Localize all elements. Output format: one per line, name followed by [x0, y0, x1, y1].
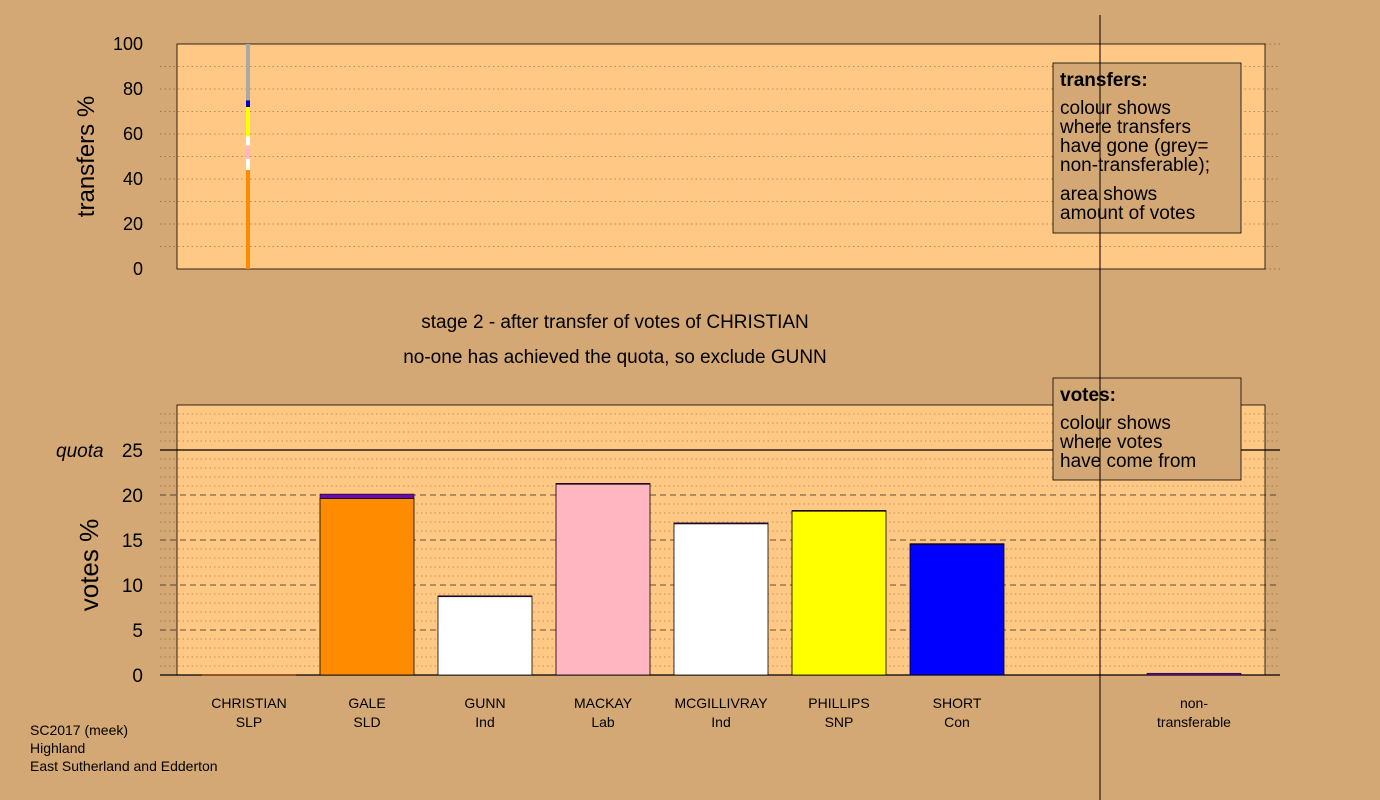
stage-caption: stage 2 - after transfer of votes of CHR… — [421, 312, 809, 333]
status-caption: no-one has achieved the quota, so exclud… — [403, 347, 827, 368]
transfer-segment-phillips — [246, 122, 250, 137]
votes-tick-label: 0 — [132, 666, 143, 687]
votes-tick-label: 15 — [122, 531, 143, 552]
transfers-plot: 0 20 40 60 80 100 transfers % transfers: colour … — [73, 34, 1280, 279]
transfers-tick-label: 60 — [123, 124, 143, 144]
candidate-party-label: SLD — [353, 714, 380, 730]
bar-mcgillivray — [673, 523, 769, 676]
transfer-segment-phillips — [246, 107, 250, 123]
non-transferable-label: non- — [1180, 695, 1208, 711]
bar-transfer-mcgillivray — [673, 522, 769, 525]
transfer-segment-mackay — [246, 145, 250, 159]
candidate-name-label: GUNN — [464, 695, 505, 711]
transfer-segment-non-transferable — [246, 44, 250, 101]
votes-legend-title: votes: — [1060, 385, 1116, 406]
votes-legend-text: where votes — [1059, 432, 1162, 453]
transfers-legend-text: amount of votes — [1060, 203, 1195, 224]
votes-tick-label: 5 — [132, 621, 143, 642]
transfer-segment-gale — [246, 170, 250, 269]
bar-non-transferable — [1146, 672, 1242, 676]
candidate-party-label: Ind — [711, 714, 730, 730]
transfers-legend-text: have gone (grey= — [1060, 136, 1208, 157]
bar-transfer-short — [909, 543, 1005, 545]
transfers-tick-label: 40 — [123, 169, 143, 189]
non-transferable-label: transferable — [1157, 714, 1231, 730]
votes-legend-text: have come from — [1060, 451, 1196, 472]
votes-legend-text: colour shows — [1060, 413, 1171, 434]
bar-transfer-gunn — [437, 595, 533, 597]
candidate-name-label: MCGILLIVRAY — [674, 695, 768, 711]
transfers-legend-box — [1052, 62, 1242, 234]
bar-mackay — [555, 483, 651, 676]
bar-transfer-mackay — [555, 482, 651, 485]
candidate-name-label: MACKAY — [574, 695, 633, 711]
footer-ward: East Sutherland and Edderton — [30, 758, 218, 774]
transfers-axis-label: transfers % — [73, 96, 100, 217]
transfers-tick-label: 0 — [133, 259, 143, 279]
candidate-party-label: SLP — [236, 714, 262, 730]
candidate-name-label: SHORT — [933, 695, 982, 711]
footer-method: SC2017 (meek) — [30, 722, 129, 738]
bar-short — [909, 544, 1005, 676]
candidate-name-label: CHRISTIAN — [211, 695, 286, 711]
transfers-legend-text: area shows — [1060, 184, 1157, 205]
bar-phillips — [791, 510, 887, 676]
transfers-tick-label: 100 — [113, 34, 143, 54]
footer: SC2017 (meek) Highland East Sutherland a… — [30, 721, 218, 775]
bar-transfer-gale — [319, 493, 415, 499]
candidate-party-label: SNP — [825, 714, 854, 730]
candidate-party-label: Con — [944, 714, 970, 730]
transfers-legend-title: transfers: — [1060, 70, 1148, 91]
bar-gunn — [437, 596, 533, 676]
transfer-segment-mcgillivray — [246, 136, 250, 146]
candidate-name-label: GALE — [348, 695, 385, 711]
votes-tick-label: 25 — [122, 441, 143, 462]
transfers-legend-text: where transfers — [1059, 117, 1191, 138]
votes-legend-box — [1052, 377, 1242, 481]
votes-tick-label: 10 — [122, 576, 143, 597]
quota-label: quota — [56, 441, 104, 462]
votes-tick-label: 20 — [122, 486, 143, 507]
bar-transfer-phillips — [791, 509, 887, 512]
transfers-tick-label: 80 — [123, 79, 143, 99]
candidate-name-label: PHILLIPS — [808, 695, 869, 711]
transfer-segment-short — [246, 100, 250, 107]
transfers-legend-text: non-transferable); — [1060, 155, 1210, 176]
candidate-party-label: Lab — [591, 714, 615, 730]
transfers-legend-text: colour shows — [1060, 98, 1171, 119]
transfers-tick-label: 20 — [123, 214, 143, 234]
bar-gale — [319, 498, 415, 676]
transfer-segment-mcgillivray — [246, 158, 250, 170]
votes-axis-label: votes % — [74, 519, 104, 612]
votes-plot: quota 0 5 10 15 20 25 votes % CHRISTIAN SLP GALE SL… — [56, 377, 1280, 730]
footer-council: Highland — [30, 740, 86, 756]
candidate-party-label: Ind — [475, 714, 494, 730]
